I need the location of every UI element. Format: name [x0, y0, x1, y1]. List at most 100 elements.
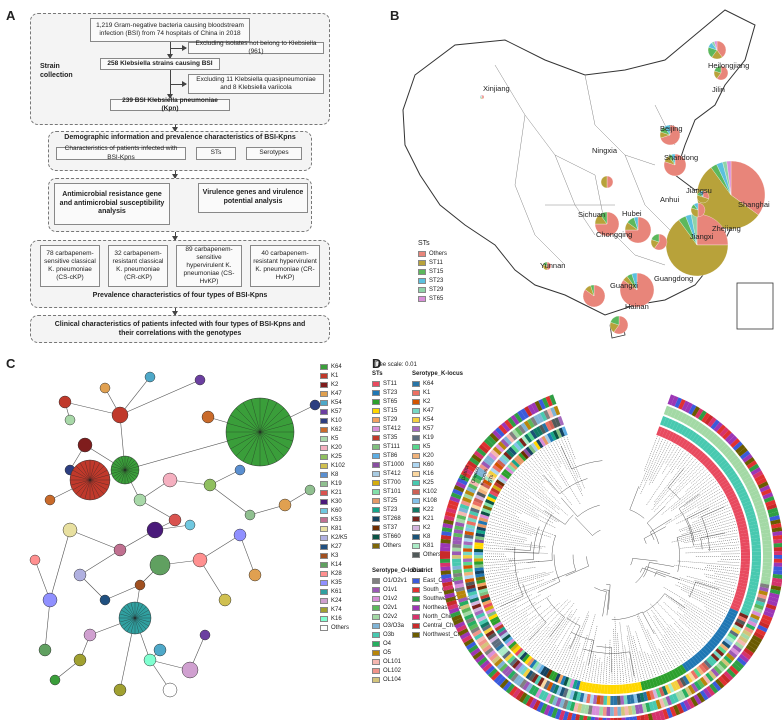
tree-edge [49, 529, 71, 601]
internal-branch [629, 651, 635, 677]
internal-branch [643, 538, 647, 544]
ring-segment [440, 542, 451, 548]
pie-slice [696, 194, 709, 204]
ring-segment [647, 713, 654, 720]
node-spoke [89, 479, 108, 491]
map-legend-item: Others [418, 249, 447, 258]
klocus-legend-swatch [412, 551, 420, 558]
sts-legend-item: ST1000 [372, 460, 404, 469]
leaf-branch [552, 442, 568, 470]
olocus-legend-label: O1v1 [383, 586, 398, 593]
ring-segment [751, 558, 761, 563]
ring-segment [474, 539, 484, 544]
ring-segment [511, 428, 521, 439]
ring-segment [531, 402, 540, 414]
ring-segment [531, 673, 539, 684]
c-legend-item: K64 [320, 362, 349, 371]
ring-segment [441, 577, 453, 583]
leaf-branch [653, 462, 701, 512]
olocus-legend-label: O3b [383, 631, 395, 638]
tree-node [99, 382, 111, 394]
ring-segment [494, 657, 504, 667]
node-spoke [121, 469, 126, 484]
leaf-branch [679, 512, 733, 532]
node-spoke [259, 423, 293, 433]
c-legend-item: K27 [320, 542, 349, 551]
ring-segment [723, 670, 734, 681]
leaf-branch [707, 565, 740, 569]
internal-branch [654, 571, 657, 577]
leaf-branch [522, 630, 540, 648]
ring-segment [504, 419, 514, 430]
ring-segment [696, 651, 705, 661]
olocus-legend-swatch [372, 595, 380, 602]
ring-segment [698, 664, 707, 674]
olocus-legend-swatch [372, 577, 380, 584]
node-spoke [79, 479, 91, 498]
ring-segment [530, 416, 538, 427]
ring-segment [483, 438, 494, 448]
ring-segment [471, 504, 481, 511]
leaf-branch [679, 618, 706, 644]
ring-segment [734, 513, 745, 520]
ring-segment [525, 696, 535, 707]
ring-segment [610, 717, 614, 720]
leaf-branch [653, 615, 686, 662]
tree-node [162, 682, 178, 698]
leaf-branch [635, 631, 651, 679]
ring-segment [740, 555, 750, 559]
ring-segment [506, 433, 515, 443]
map-legend-swatch [418, 250, 426, 257]
internal-branch [553, 554, 561, 582]
ring-segment [755, 507, 766, 514]
leaf-branch [688, 594, 727, 615]
ring-segment [683, 427, 692, 438]
ring-segment [631, 683, 637, 693]
ring-segment [545, 669, 553, 679]
ring-segment [691, 433, 700, 443]
district-legend-swatch [412, 586, 420, 593]
ring-segment [638, 704, 644, 714]
klocus-legend-label: K108 [423, 497, 438, 504]
ring-segment [518, 437, 527, 447]
node-spoke [134, 606, 147, 619]
ring-segment [540, 678, 548, 689]
province-jiangsu: Jiangsu [686, 186, 712, 195]
ring-segment [671, 395, 679, 407]
ring-segment [570, 713, 577, 720]
klocus-legend-label: K8 [423, 533, 431, 540]
ring-segment [646, 679, 652, 690]
c-legend-swatch [320, 435, 328, 442]
ring-segment [490, 449, 500, 458]
ring-segment [738, 491, 748, 499]
ring-segment [772, 535, 782, 540]
internal-branch [695, 581, 720, 590]
ring-segment [525, 670, 534, 680]
ring-segment [502, 681, 512, 692]
province-beijing: Beijing [660, 124, 683, 133]
ring-segment [709, 638, 719, 647]
ring-segment [478, 588, 488, 594]
leaf-branch [639, 651, 648, 680]
leaf-branch [677, 560, 740, 566]
leaf-branch [485, 571, 519, 578]
leaf-branch [669, 624, 695, 654]
ring-segment [752, 470, 764, 479]
ring-segment [715, 663, 725, 673]
leaf-branch [651, 458, 696, 511]
leaf-branch [669, 448, 682, 467]
ring-segment [625, 683, 630, 694]
sts-legend-swatch [372, 407, 380, 414]
ring-segment [533, 414, 541, 425]
ring-segment [735, 618, 746, 626]
ring-segment [739, 470, 749, 478]
ring-segment [493, 621, 503, 629]
map-legend-item: ST23 [418, 276, 447, 285]
ring-segment [569, 678, 575, 689]
ring-segment [474, 542, 484, 547]
ring-segment [684, 686, 693, 697]
ring-segment [517, 664, 526, 674]
ring-segment [750, 613, 760, 621]
ring-segment [464, 534, 474, 539]
ring-segment [702, 645, 712, 654]
